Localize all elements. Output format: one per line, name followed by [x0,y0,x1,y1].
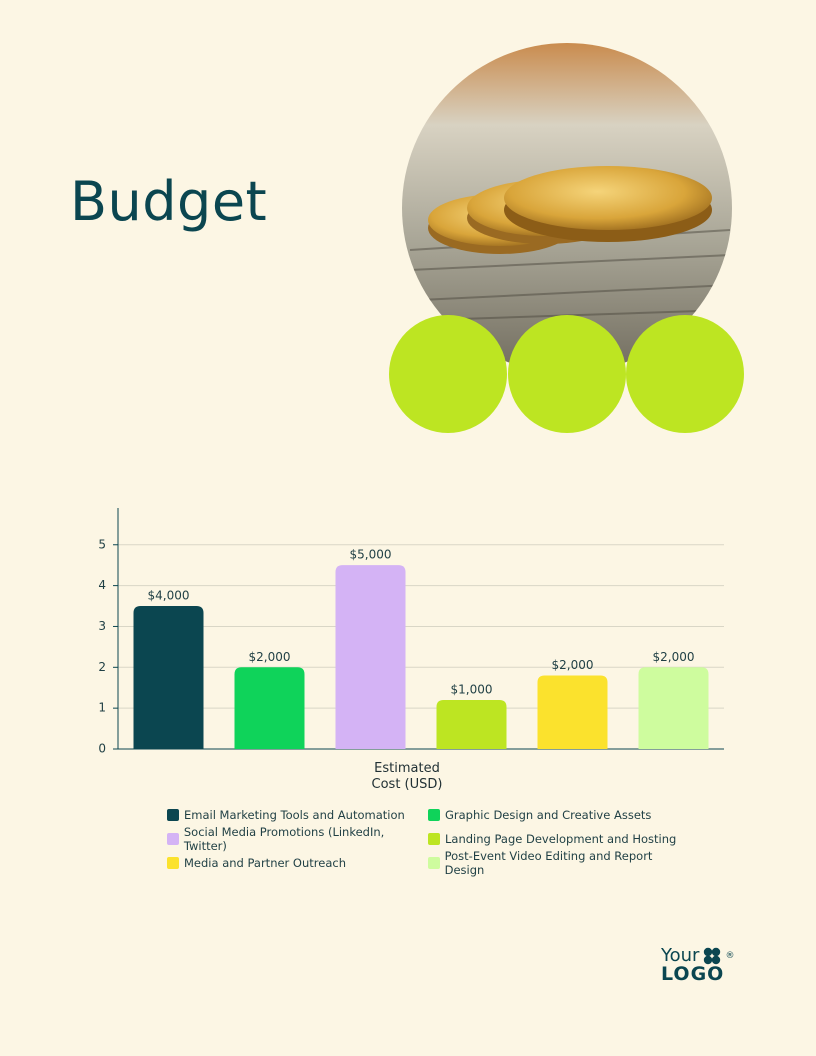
legend-swatch [167,833,179,845]
logo-mark: ® [725,951,735,961]
legend-item: Media and Partner Outreach [167,854,428,872]
logo-top: Your [661,945,700,966]
logo-bottom: LOGO [661,963,725,985]
legend-swatch [428,833,440,845]
accent-circle [626,315,744,433]
legend-item: Graphic Design and Creative Assets [428,806,688,824]
bar-annotation: $2,000 [249,650,291,664]
bar [638,667,709,749]
bar-annotation: $4,000 [148,589,190,603]
legend-item: Landing Page Development and Hosting [428,830,688,848]
legend-item: Social Media Promotions (LinkedIn, Twitt… [167,825,428,853]
y-tick-label: 2 [98,660,106,674]
bar [234,667,305,749]
accent-circle [508,315,626,433]
bar-annotation: $1,000 [451,682,493,696]
y-tick-label: 0 [98,742,106,756]
hero-graphic [389,43,744,433]
coins-photo [402,43,732,373]
legend-label: Graphic Design and Creative Assets [445,808,652,822]
y-tick-label: 4 [98,578,106,592]
page-title: Budget [70,170,268,233]
y-tick-label: 1 [98,701,106,715]
bar [335,565,406,749]
legend-label: Landing Page Development and Hosting [445,832,677,846]
legend-item: Email Marketing Tools and Automation [167,806,428,824]
legend-label: Media and Partner Outreach [184,856,346,870]
legend-label: Email Marketing Tools and Automation [184,808,405,822]
legend-swatch [428,809,440,821]
legend-label: Social Media Promotions (LinkedIn, Twitt… [183,825,385,853]
bar-annotation: $2,000 [552,658,594,672]
legend-label: Post-Event Video Editing and Report Desi… [444,849,653,877]
legend: Email Marketing Tools and Automation Grap… [167,806,688,877]
logo: Your ® LOGO [661,945,735,985]
legend-swatch [428,857,440,869]
y-tick-label: 5 [98,537,106,551]
bar [537,675,608,749]
legend-swatch [167,809,179,821]
y-tick-label: 3 [98,619,106,633]
bar-chart: 0 1 2 3 4 5 $4,000 $2,000 $5,000 $1,000 $2,000 $2,0… [98,508,724,756]
x-axis-label: Estimated Cost (USD) [371,761,443,792]
logo-icon [704,947,721,965]
legend-swatch [167,857,179,869]
accent-circle [389,315,507,433]
bar [436,699,507,749]
bar-annotation: $5,000 [350,548,392,562]
bar [133,606,204,749]
legend-item: Post-Event Video Editing and Report Desi… [428,849,688,877]
bar-annotation: $2,000 [653,650,695,664]
